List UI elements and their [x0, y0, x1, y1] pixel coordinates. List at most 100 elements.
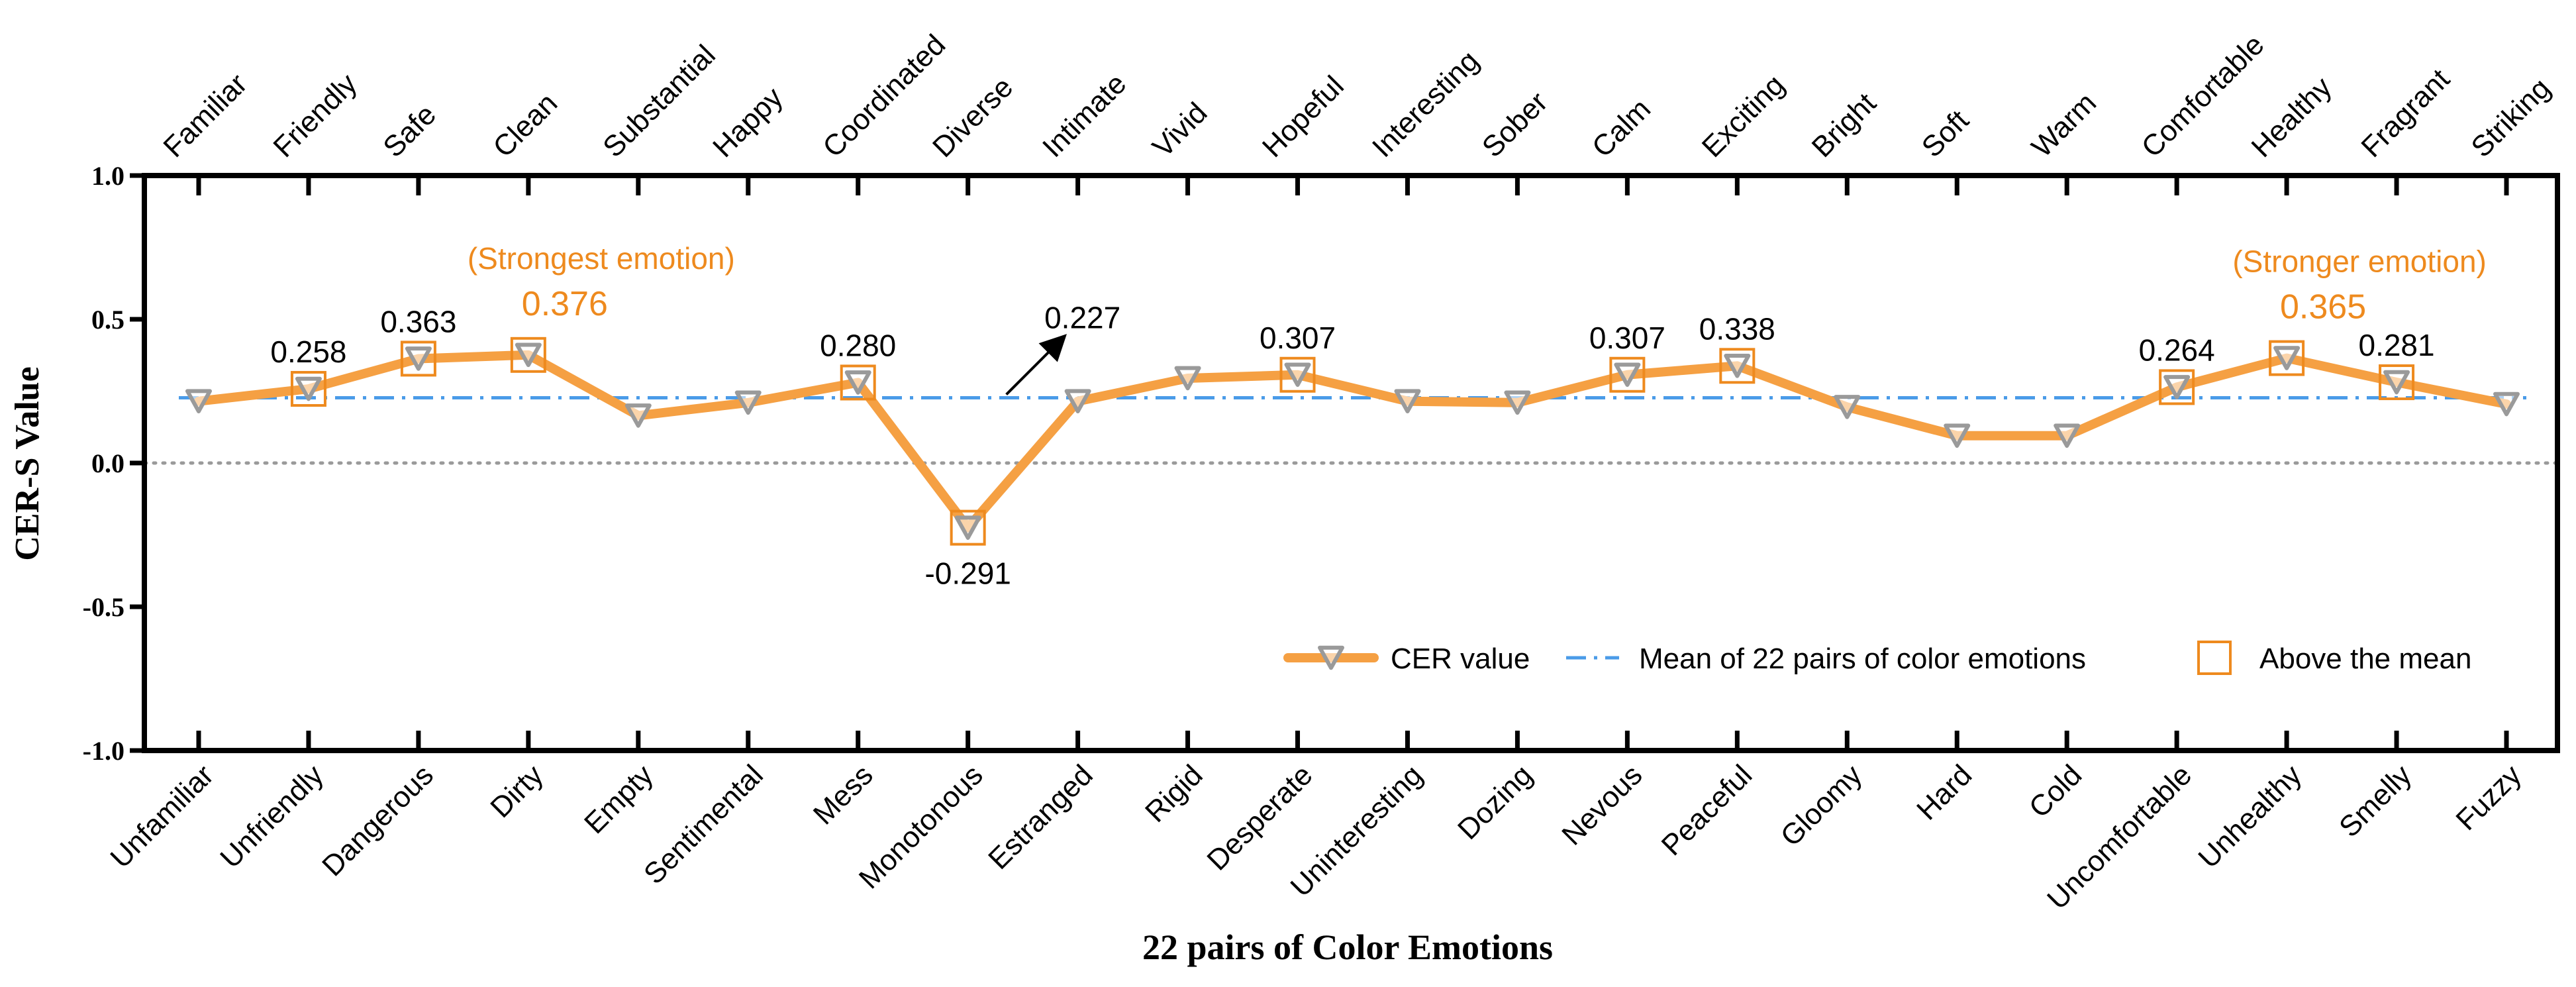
- highlight-value: 0.365: [2280, 288, 2366, 327]
- data-label: -0.291: [924, 556, 1011, 591]
- y-tick-label: 0.0: [91, 448, 124, 478]
- y-tick-label: -0.5: [83, 592, 124, 622]
- top-category-label: Exciting: [1696, 68, 1791, 164]
- bottom-category-label: Unfamiliar: [104, 758, 220, 874]
- bottom-category-label: Smelly: [2333, 758, 2418, 843]
- y-tick-label: 1.0: [91, 161, 124, 191]
- bottom-category-label: Unhealthy: [2192, 758, 2308, 874]
- cer-data-point: [1174, 366, 1201, 391]
- cer-data-point: [1284, 362, 1311, 388]
- above-mean-marker: [2379, 364, 2415, 401]
- top-category-label: Sober: [1476, 85, 1554, 164]
- data-label: 0.258: [270, 335, 346, 369]
- highlight-caption: (Stronger emotion): [2232, 244, 2487, 279]
- cer-data-point: [2383, 370, 2410, 395]
- bottom-category-label: Empty: [578, 758, 660, 840]
- bottom-category-label: Estranged: [982, 758, 1099, 875]
- top-category-label: Friendly: [267, 68, 363, 164]
- cer-data-point: [295, 376, 322, 401]
- bottom-category-label: Dirty: [484, 758, 550, 824]
- bottom-category-label: Sentimental: [638, 758, 769, 890]
- top-category-label: Healthy: [2246, 71, 2338, 164]
- mean-annotation-label: 0.227: [1044, 300, 1120, 335]
- data-label: 0.280: [820, 328, 896, 362]
- above-mean-marker: [400, 340, 436, 377]
- bottom-category-label: Gloomy: [1775, 758, 1869, 853]
- top-category-label: Hopeful: [1256, 70, 1350, 164]
- outlier-marker: [950, 509, 986, 546]
- cer-data-point: [515, 342, 542, 368]
- legend-cer-label: CER value: [1391, 643, 1530, 675]
- cer-data-point: [2163, 375, 2191, 399]
- above-mean-marker: [840, 364, 876, 401]
- top-category-label: Intimate: [1036, 68, 1132, 164]
- above-mean-marker: [2159, 369, 2195, 405]
- bottom-category-label: Hard: [1910, 758, 1978, 826]
- data-label: 0.307: [1260, 321, 1336, 355]
- cer-data-point: [1394, 389, 1421, 413]
- top-category-label: Diverse: [926, 71, 1019, 164]
- data-label: 0.264: [2139, 333, 2215, 367]
- cer-data-point: [1724, 354, 1751, 378]
- legend-cer-marker: [1318, 645, 1344, 670]
- bottom-category-label: Dangerous: [316, 758, 440, 882]
- top-category-label: Familiar: [157, 68, 253, 164]
- bottom-category-label: Unfriendly: [214, 758, 330, 874]
- top-category-label: Happy: [707, 81, 789, 164]
- bottom-category-label: Rigid: [1139, 758, 1209, 829]
- bottom-category-label: Mess: [807, 758, 879, 831]
- bottom-category-label: Fuzzy: [2450, 758, 2528, 837]
- cer-data-point: [734, 390, 762, 415]
- top-category-label: Vivid: [1146, 97, 1214, 164]
- cer-data-point: [2273, 346, 2301, 370]
- above-mean-marker: [1609, 356, 1646, 393]
- bottom-category-label: Cold: [2023, 758, 2089, 824]
- top-category-label: Substantial: [597, 38, 722, 164]
- top-category-label: Calm: [1586, 93, 1657, 164]
- cer-data-point: [844, 370, 871, 395]
- cer-data-point: [1834, 395, 1861, 419]
- above-mean-marker: [290, 371, 326, 407]
- cer-data-point: [185, 389, 212, 413]
- cer-data-point: [2493, 391, 2520, 417]
- top-category-label: Striking: [2465, 72, 2556, 164]
- above-mean-marker: [2269, 340, 2305, 376]
- data-label: 0.338: [1699, 311, 1775, 346]
- above-mean-marker: [510, 337, 546, 373]
- cer-data-point: [1944, 423, 1971, 448]
- bottom-category-label: Dozing: [1452, 758, 1538, 845]
- highlight-value: 0.376: [522, 285, 608, 323]
- cer-data-point: [405, 346, 432, 371]
- bottom-category-label: Peaceful: [1656, 758, 1759, 862]
- y-axis-title: CER-S Value: [9, 366, 46, 560]
- bottom-category-label: Nevous: [1556, 758, 1648, 851]
- top-category-label: Clean: [487, 87, 564, 164]
- x-axis-title: 22 pairs of Color Emotions: [1142, 927, 1553, 967]
- above-mean-marker: [1279, 356, 1316, 393]
- top-category-label: Fragrant: [2355, 63, 2455, 164]
- cer-value-line: [194, 350, 2511, 533]
- top-category-label: Bright: [1806, 87, 1883, 164]
- above-mean-marker: [1719, 348, 1756, 384]
- legend-above-mean-marker: [2197, 641, 2232, 675]
- legend-above-mean-label: Above the mean: [2259, 643, 2471, 675]
- bottom-category-label: Desperate: [1201, 758, 1318, 876]
- plot-frame: [142, 173, 2560, 753]
- y-tick-label: -1.0: [83, 736, 124, 766]
- y-tick-label: 0.5: [91, 305, 124, 335]
- top-category-label: Warm: [2026, 87, 2103, 164]
- cer-data-point: [2054, 423, 2081, 448]
- cer-data-point: [1064, 389, 1091, 413]
- data-label: 0.281: [2358, 328, 2434, 362]
- cer-data-point: [624, 403, 652, 428]
- top-category-label: Interesting: [1366, 44, 1485, 164]
- cer-data-point: [954, 515, 981, 540]
- mean-annotation-arrow: [1005, 334, 1067, 395]
- legend-mean-label: Mean of 22 pairs of color emotions: [1639, 643, 2086, 675]
- top-category-label: Soft: [1916, 104, 1975, 164]
- data-label: 0.363: [380, 304, 456, 338]
- top-category-label: Safe: [377, 98, 442, 164]
- cer-data-point: [1614, 362, 1641, 388]
- data-label: 0.307: [1589, 321, 1665, 355]
